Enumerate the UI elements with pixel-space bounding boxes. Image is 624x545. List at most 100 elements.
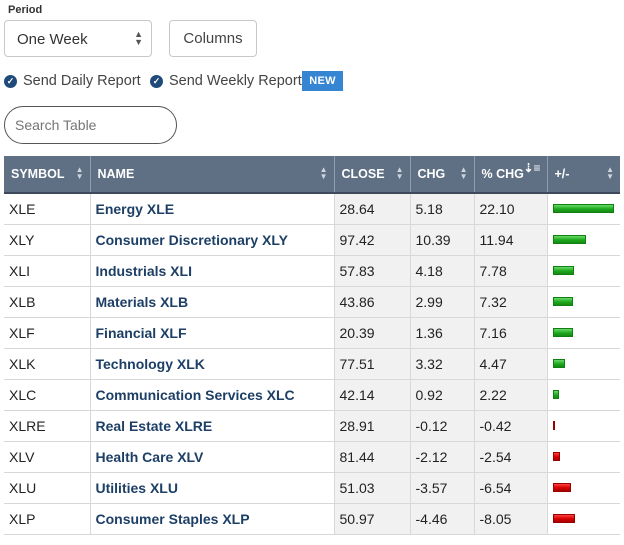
send-daily-report-label: Send Daily Report [23,73,141,89]
period-select[interactable]: One Week ▲ ▼ [4,20,152,57]
table-row[interactable]: XLB Materials XLB 43.86 2.99 7.32 [4,286,620,318]
table-row[interactable]: XLU Utilities XLU 51.03 -3.57 -6.54 [4,472,620,504]
pct-chg-cell: 7.32 [474,286,548,318]
table-row[interactable]: XLE Energy XLE 28.64 5.18 22.10 [4,193,620,225]
symbol-cell: XLU [4,472,91,504]
positive-change-bar [552,359,565,368]
close-cell: 42.14 [334,379,411,411]
name-link[interactable]: Consumer Staples XLP [90,503,335,535]
period-label: Period [8,4,43,16]
name-link[interactable]: Technology XLK [90,348,335,380]
name-link[interactable]: Consumer Discretionary XLY [90,224,335,256]
positive-change-bar [552,297,573,306]
chg-cell: -3.57 [410,472,475,504]
column-header-label: CHG [417,167,446,181]
sector-table: SYMBOL ▲ ▼ NAME ▲ ▼ CLOSE ▲ ▼ CHG ▲ ▼ % CHG ⇣≡ +/… [4,156,620,535]
search-table-input[interactable] [4,106,177,144]
name-link[interactable]: Utilities XLU [90,472,335,504]
close-cell: 28.91 [334,410,411,442]
name-link[interactable]: Industrials XLI [90,255,335,287]
send-daily-report-toggle[interactable]: ✓ Send Daily Report [4,72,141,90]
table-row[interactable]: XLY Consumer Discretionary XLY 97.42 10.39 1… [4,224,620,256]
chg-cell: 2.99 [410,286,475,318]
column-header-label: CLOSE [341,167,385,181]
send-weekly-report-toggle[interactable]: ✓ Send Weekly Report [150,72,302,90]
pct-chg-cell: 4.47 [474,348,548,380]
positive-change-bar [552,328,573,337]
pct-chg-cell: -0.42 [474,410,548,442]
negative-change-bar [552,452,560,461]
close-cell: 97.42 [334,224,411,256]
send-weekly-report-label: Send Weekly Report [169,73,302,89]
pct-chg-cell: 22.10 [474,193,548,225]
change-bar-cell [547,255,620,287]
close-cell: 57.83 [334,255,411,287]
pct-chg-cell: -8.05 [474,503,548,535]
change-bar-cell [547,503,620,535]
column-header-chg[interactable]: CHG ▲ ▼ [410,156,475,194]
sort-arrows-icon: ▲ ▼ [319,165,328,181]
change-bar-cell [547,441,620,473]
column-header-name[interactable]: NAME ▲ ▼ [90,156,335,194]
name-link[interactable]: Financial XLF [90,317,335,349]
chg-cell: -4.46 [410,503,475,535]
pct-chg-cell: 7.78 [474,255,548,287]
chg-cell: 3.32 [410,348,475,380]
negative-change-bar [552,514,575,523]
pct-chg-cell: -2.54 [474,441,548,473]
pct-chg-cell: 2.22 [474,379,548,411]
chg-cell: 5.18 [410,193,475,225]
chg-cell: 10.39 [410,224,475,256]
column-header-pct-chg[interactable]: % CHG ⇣≡ [474,156,548,194]
sort-arrows-icon: ▲ ▼ [606,165,614,181]
positive-change-bar [552,235,586,244]
sort-arrows-icon: ▲ ▼ [75,165,84,181]
name-link[interactable]: Communication Services XLC [90,379,335,411]
chg-cell: 1.36 [410,317,475,349]
change-bar-cell [547,410,620,442]
column-header-plus-minus[interactable]: +/- ▲ ▼ [547,156,620,194]
table-header-row: SYMBOL ▲ ▼ NAME ▲ ▼ CLOSE ▲ ▼ CHG ▲ ▼ % CHG ⇣≡ +/… [4,156,620,194]
table-row[interactable]: XLRE Real Estate XLRE 28.91 -0.12 -0.42 [4,410,620,442]
chg-cell: -0.12 [410,410,475,442]
close-cell: 28.64 [334,193,411,225]
chg-cell: 0.92 [410,379,475,411]
new-badge: NEW [302,71,343,91]
column-header-symbol[interactable]: SYMBOL ▲ ▼ [4,156,91,194]
positive-change-bar [552,266,574,275]
change-bar-cell [547,348,620,380]
symbol-cell: XLE [4,193,91,225]
symbol-cell: XLY [4,224,91,256]
column-header-label: % CHG [481,167,524,181]
symbol-cell: XLC [4,379,91,411]
positive-change-bar [552,204,614,213]
change-bar-cell [547,286,620,318]
table-row[interactable]: XLI Industrials XLI 57.83 4.18 7.78 [4,255,620,287]
close-cell: 51.03 [334,472,411,504]
sort-descending-icon: ⇣≡ [523,161,541,175]
chg-cell: 4.18 [410,255,475,287]
check-circle-icon: ✓ [150,74,163,88]
name-link[interactable]: Health Care XLV [90,441,335,473]
columns-button[interactable]: Columns [169,20,257,57]
table-row[interactable]: XLF Financial XLF 20.39 1.36 7.16 [4,317,620,349]
table-row[interactable]: XLV Health Care XLV 81.44 -2.12 -2.54 [4,441,620,473]
symbol-cell: XLRE [4,410,91,442]
negative-change-bar [552,483,571,492]
name-link[interactable]: Materials XLB [90,286,335,318]
symbol-cell: XLV [4,441,91,473]
column-header-close[interactable]: CLOSE ▲ ▼ [334,156,411,194]
table-row[interactable]: XLC Communication Services XLC 42.14 0.92 2.… [4,379,620,411]
check-circle-icon: ✓ [4,74,17,88]
close-cell: 50.97 [334,503,411,535]
change-bar-cell [547,379,620,411]
table-row[interactable]: XLK Technology XLK 77.51 3.32 4.47 [4,348,620,380]
positive-change-bar [552,390,559,399]
table-row[interactable]: XLP Consumer Staples XLP 50.97 -4.46 -8.05 [4,503,620,535]
close-cell: 20.39 [334,317,411,349]
change-bar-cell [547,472,620,504]
name-link[interactable]: Real Estate XLRE [90,410,335,442]
name-link[interactable]: Energy XLE [90,193,335,225]
symbol-cell: XLF [4,317,91,349]
change-bar-cell [547,317,620,349]
